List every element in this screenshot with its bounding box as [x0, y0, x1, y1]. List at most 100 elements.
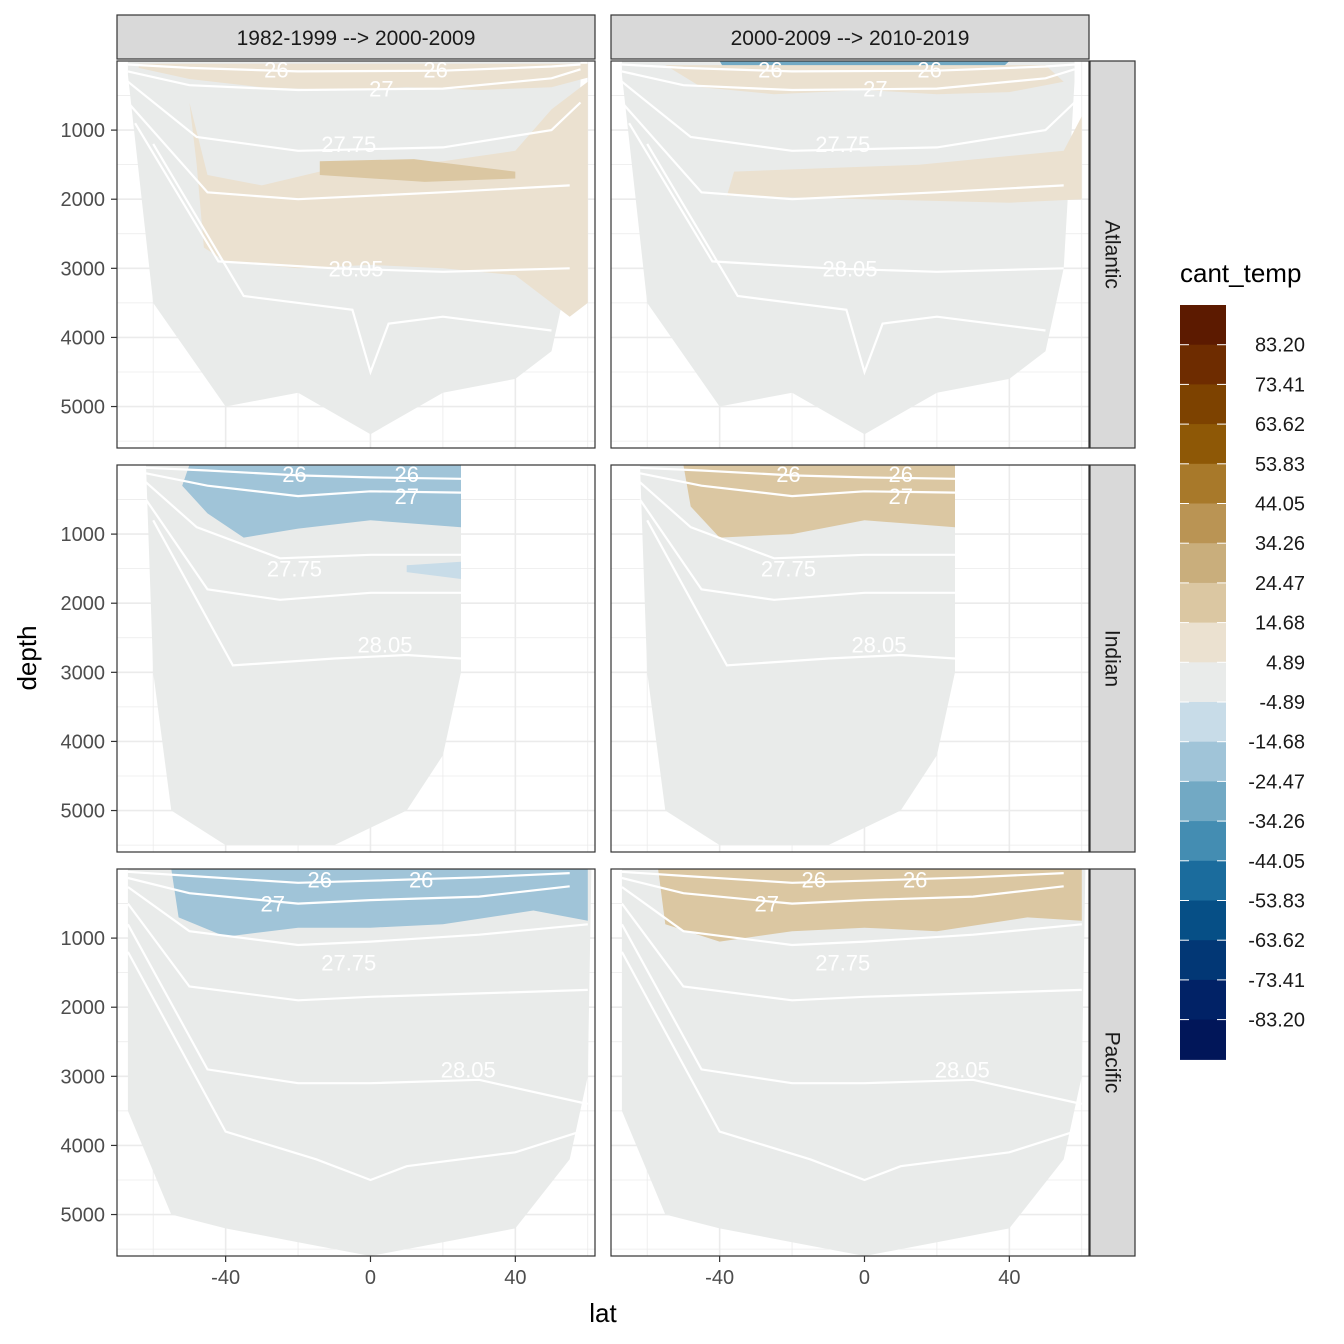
isopycnal-label: 26 [308, 867, 332, 892]
isopycnal-label: 26 [423, 57, 447, 82]
isopycnal-label: 28.05 [935, 1057, 990, 1082]
legend-swatch [1180, 702, 1226, 743]
cant-patch [189, 81, 588, 317]
legend-swatch [1180, 543, 1226, 584]
legend-label: 4.89 [1266, 652, 1305, 674]
isopycnal-line [621, 68, 1075, 92]
isopycnal-line [127, 876, 570, 905]
x-tick-label: 40 [504, 1267, 526, 1289]
y-tick-label: 2000 [61, 189, 106, 211]
legend-swatch [1180, 305, 1226, 346]
legend-swatch [1180, 979, 1226, 1021]
isopycnal-line [152, 143, 552, 376]
y-tick-label: 5000 [61, 1205, 106, 1227]
legend-title: cant_temp [1180, 258, 1301, 288]
isopycnal-label: 27.75 [815, 950, 870, 975]
legend-label: -44.05 [1248, 851, 1305, 873]
legend-swatch [1180, 344, 1226, 385]
panel-atlantic-col2: 26 26 27 27.75 28.05 [610, 57, 1090, 449]
section-base [621, 869, 1086, 1256]
legend-swatch [1180, 781, 1226, 822]
isopycnal-line [639, 466, 956, 480]
isopycnal-line [126, 951, 581, 1182]
legend-swatches [1180, 305, 1226, 1060]
isopycnal-line [127, 870, 570, 884]
facet-strips: 1982-1999 --> 2000-2009 2000-2009 --> 201… [116, 14, 1136, 1257]
isopycnal-line [127, 886, 588, 947]
y-tick-label: 4000 [61, 1135, 106, 1157]
y-tick-label: 2000 [61, 593, 106, 615]
x-tick-label: 0 [365, 1267, 376, 1289]
y-tick-label: 1000 [61, 524, 106, 546]
isopycnal-line [621, 886, 1082, 947]
panel-content: 26 26 27 27.75 28.05 [620, 867, 1086, 1256]
isopycnal-label: 26 [903, 867, 927, 892]
cant-patch [683, 465, 955, 538]
isopycnal-label: 27 [754, 892, 778, 917]
isopycnal-line [621, 80, 1076, 152]
x-tick-label: -40 [705, 1267, 734, 1289]
section-base [621, 61, 1075, 435]
axes: 1000200030004000500010002000300040005000… [61, 120, 1021, 1289]
facet-column-label: 2000-2009 --> 2010-2019 [731, 27, 970, 50]
panel-border [116, 60, 596, 449]
y-tick-label: 5000 [61, 397, 106, 419]
isopycnal-label: 26 [888, 462, 912, 487]
panel-pacific-col1: 26 26 27 27.75 28.05 [116, 867, 596, 1257]
legend-label: -73.41 [1248, 970, 1305, 992]
isopycnal-line [621, 101, 1064, 201]
isopycnal-label: 27 [863, 77, 887, 102]
y-tick-label: 3000 [61, 258, 106, 280]
legend-label: 63.62 [1255, 414, 1305, 436]
isopycnal-label: 27.75 [761, 557, 816, 582]
x-tick-label: 0 [859, 1267, 870, 1289]
legend-label: 83.20 [1255, 335, 1305, 357]
isopycnal-label: 27.75 [321, 132, 376, 157]
isopycnal-label: 28.05 [441, 1057, 496, 1082]
facet-strip-row: Indian [1089, 464, 1136, 853]
section-base [146, 465, 461, 846]
legend-label: -14.68 [1248, 732, 1305, 754]
isopycnal-line [621, 63, 1075, 73]
panel-border [116, 464, 596, 853]
isopycnal-line [127, 101, 570, 201]
panels-layer: 26 26 27 27.75 28.05 26 26 27 27.75 28.05 26 26 27 27… [116, 57, 1090, 1257]
isopycnal-label: 26 [802, 867, 826, 892]
legend-swatch [1180, 424, 1226, 465]
isopycnal-label: 26 [758, 57, 782, 82]
legend-swatch [1180, 860, 1226, 902]
isopycnal-label: 26 [917, 57, 941, 82]
legend-label: -4.89 [1259, 692, 1305, 714]
isopycnal-line [126, 923, 589, 1106]
cant-patch [658, 869, 1082, 942]
legend-swatch [1180, 582, 1226, 624]
legend-swatch [1180, 940, 1226, 981]
panel-border [610, 60, 1090, 449]
legend-label: -24.47 [1248, 771, 1305, 793]
isopycnal-label: 27 [369, 77, 393, 102]
panel-border [610, 464, 1090, 853]
isopycnal-line [646, 519, 956, 667]
isopycnal-line [621, 902, 1082, 1002]
cant-patch [171, 869, 588, 937]
x-tick-label: 40 [998, 1267, 1020, 1289]
legend-swatch [1180, 1019, 1226, 1060]
isopycnal-line [127, 80, 582, 152]
legend-swatch [1180, 622, 1226, 663]
legend-label: -63.62 [1248, 930, 1305, 952]
section-base [640, 465, 955, 846]
isopycnal-line [127, 902, 588, 1002]
isopycnal-label: 28.05 [357, 633, 412, 658]
panel-border [116, 868, 596, 1257]
isopycnal-label: 26 [264, 57, 288, 82]
legend-swatch [1180, 662, 1226, 703]
isopycnal-line [639, 498, 955, 601]
isopycnal-label: 27.75 [321, 950, 376, 975]
isopycnal-label: 26 [776, 462, 800, 487]
facet-row-label: Pacific [1101, 1032, 1124, 1094]
